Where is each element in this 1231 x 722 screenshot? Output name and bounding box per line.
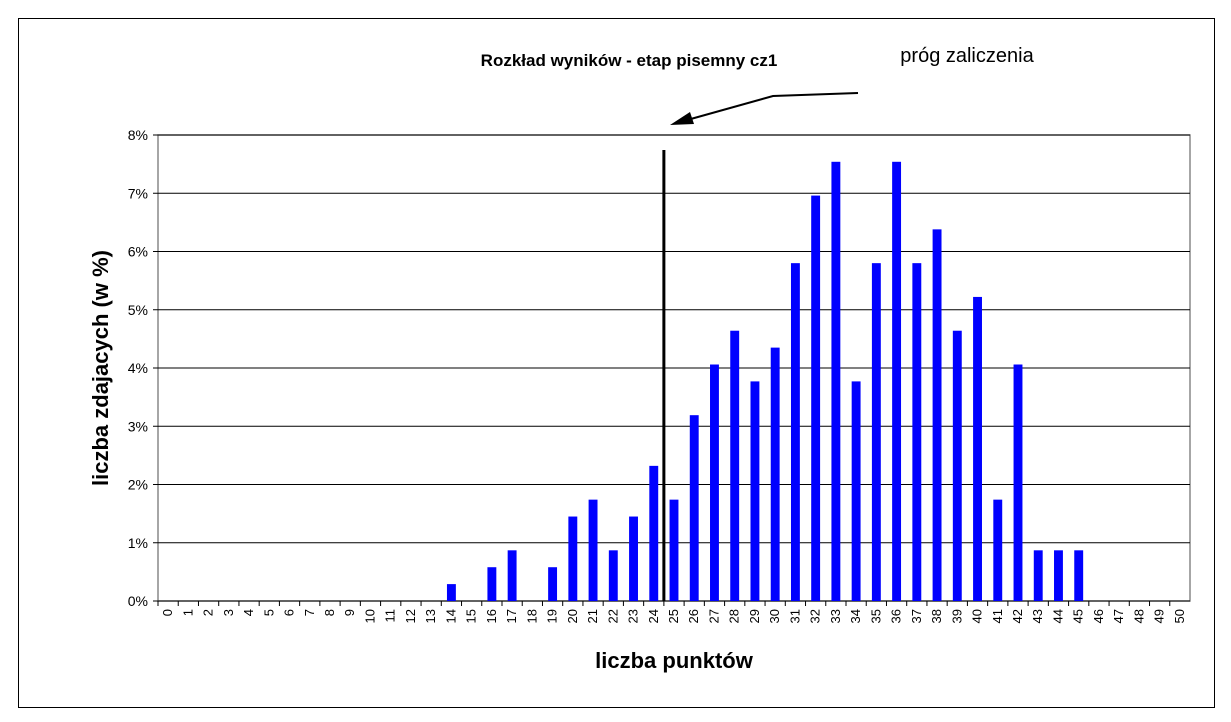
bar: [1033, 550, 1043, 601]
x-tick-label: 37: [909, 609, 924, 623]
x-tick-label: 47: [1111, 609, 1126, 623]
bar: [730, 330, 740, 601]
x-tick-label: 9: [342, 609, 357, 616]
x-tick-label: 0: [160, 609, 175, 616]
x-tick-label: 7: [302, 609, 317, 616]
y-tick-label: 8%: [128, 127, 148, 143]
x-tick-label: 1: [180, 609, 195, 616]
bar: [973, 296, 982, 601]
bar: [710, 364, 719, 601]
x-tick-label: 26: [686, 609, 701, 623]
bar: [831, 161, 841, 602]
y-tick-label: 2%: [128, 477, 148, 493]
x-tick-label: 24: [646, 609, 661, 623]
bar: [1013, 364, 1023, 601]
bar: [892, 161, 902, 602]
arrow-head: [670, 112, 694, 125]
bar: [649, 465, 659, 601]
x-tick-label: 38: [929, 609, 944, 623]
y-tick-label: 1%: [128, 535, 148, 551]
x-tick-label: 4: [241, 609, 256, 616]
x-tick-label: 25: [666, 609, 681, 623]
x-tick-label: 3: [221, 609, 236, 616]
bar: [952, 330, 962, 601]
bar: [629, 516, 638, 601]
x-tick-label: 17: [504, 609, 519, 623]
bar: [548, 567, 558, 601]
bar: [811, 195, 821, 601]
x-tick-label: 10: [362, 609, 377, 623]
bar: [750, 381, 760, 601]
x-tick-label: 42: [1010, 609, 1025, 623]
bar: [568, 516, 578, 601]
x-tick-label: 40: [970, 609, 985, 623]
x-tick-label: 12: [403, 609, 418, 623]
y-tick-label: 5%: [128, 302, 148, 318]
bar: [487, 567, 497, 601]
y-tick-label: 3%: [128, 418, 148, 434]
bar: [1054, 550, 1063, 601]
bar: [912, 263, 922, 601]
x-tick-label: 32: [808, 609, 823, 623]
bar: [446, 584, 456, 601]
bar: [1074, 550, 1084, 601]
y-tick-label: 0%: [128, 593, 148, 609]
x-tick-label: 6: [282, 609, 297, 616]
y-axis-label: liczba zdajacych (w %): [88, 250, 113, 486]
annotation: próg zaliczenia: [900, 45, 1034, 67]
x-tick-label: 23: [626, 609, 641, 623]
x-tick-label: 2: [201, 609, 216, 616]
x-tick-label: 46: [1091, 609, 1106, 623]
bar: [770, 347, 780, 601]
bar: [588, 499, 598, 601]
x-tick-label: 11: [383, 609, 398, 623]
x-tick-label: 48: [1131, 609, 1146, 623]
y-tick-label: 6%: [128, 244, 148, 260]
bar: [851, 381, 861, 601]
x-tick-label: 44: [1050, 609, 1065, 623]
x-tick-label: 15: [464, 609, 479, 623]
x-tick-label: 8: [322, 609, 337, 616]
annotation-arrow: [679, 92, 859, 123]
x-tick-label: 18: [524, 609, 539, 623]
y-tick-label: 4%: [128, 360, 148, 376]
x-tick-label: 19: [545, 609, 560, 623]
bar: [790, 263, 800, 601]
x-tick-label: 5: [261, 609, 276, 616]
x-tick-label: 28: [727, 609, 742, 623]
bar: [669, 499, 679, 601]
x-tick-label: 45: [1071, 609, 1086, 623]
x-tick-label: 20: [565, 609, 580, 623]
bar: [871, 263, 881, 601]
x-tick-label: 30: [767, 609, 782, 623]
chart-border: [18, 18, 1215, 708]
x-tick-label: 36: [889, 609, 904, 623]
x-tick-label: 49: [1152, 609, 1167, 623]
x-tick-label: 13: [423, 609, 438, 623]
y-tick-label: 7%: [128, 185, 148, 201]
x-tick-label: 27: [706, 609, 721, 623]
x-tick-label: 39: [949, 609, 964, 623]
x-tick-label: 35: [868, 609, 883, 623]
x-tick-label: 22: [605, 609, 620, 623]
x-tick-label: 34: [848, 609, 863, 623]
x-tick-label: 21: [585, 609, 600, 623]
x-tick-label: 16: [484, 609, 499, 623]
bar: [932, 229, 942, 602]
bar: [993, 499, 1003, 601]
x-tick-label: 33: [828, 609, 843, 623]
bar: [689, 415, 699, 601]
x-tick-label: 41: [990, 609, 1005, 623]
x-axis-label: liczba punktów: [595, 648, 754, 673]
bar: [507, 550, 517, 601]
x-tick-label: 43: [1030, 609, 1045, 623]
x-tick-label: 50: [1172, 609, 1187, 623]
bar: [608, 550, 618, 601]
x-tick-label: 29: [747, 609, 762, 623]
x-tick-label: 31: [787, 609, 802, 623]
chart-title: Rozkład wyników - etap pisemny cz1: [481, 51, 778, 70]
x-tick-label: 14: [443, 609, 458, 623]
